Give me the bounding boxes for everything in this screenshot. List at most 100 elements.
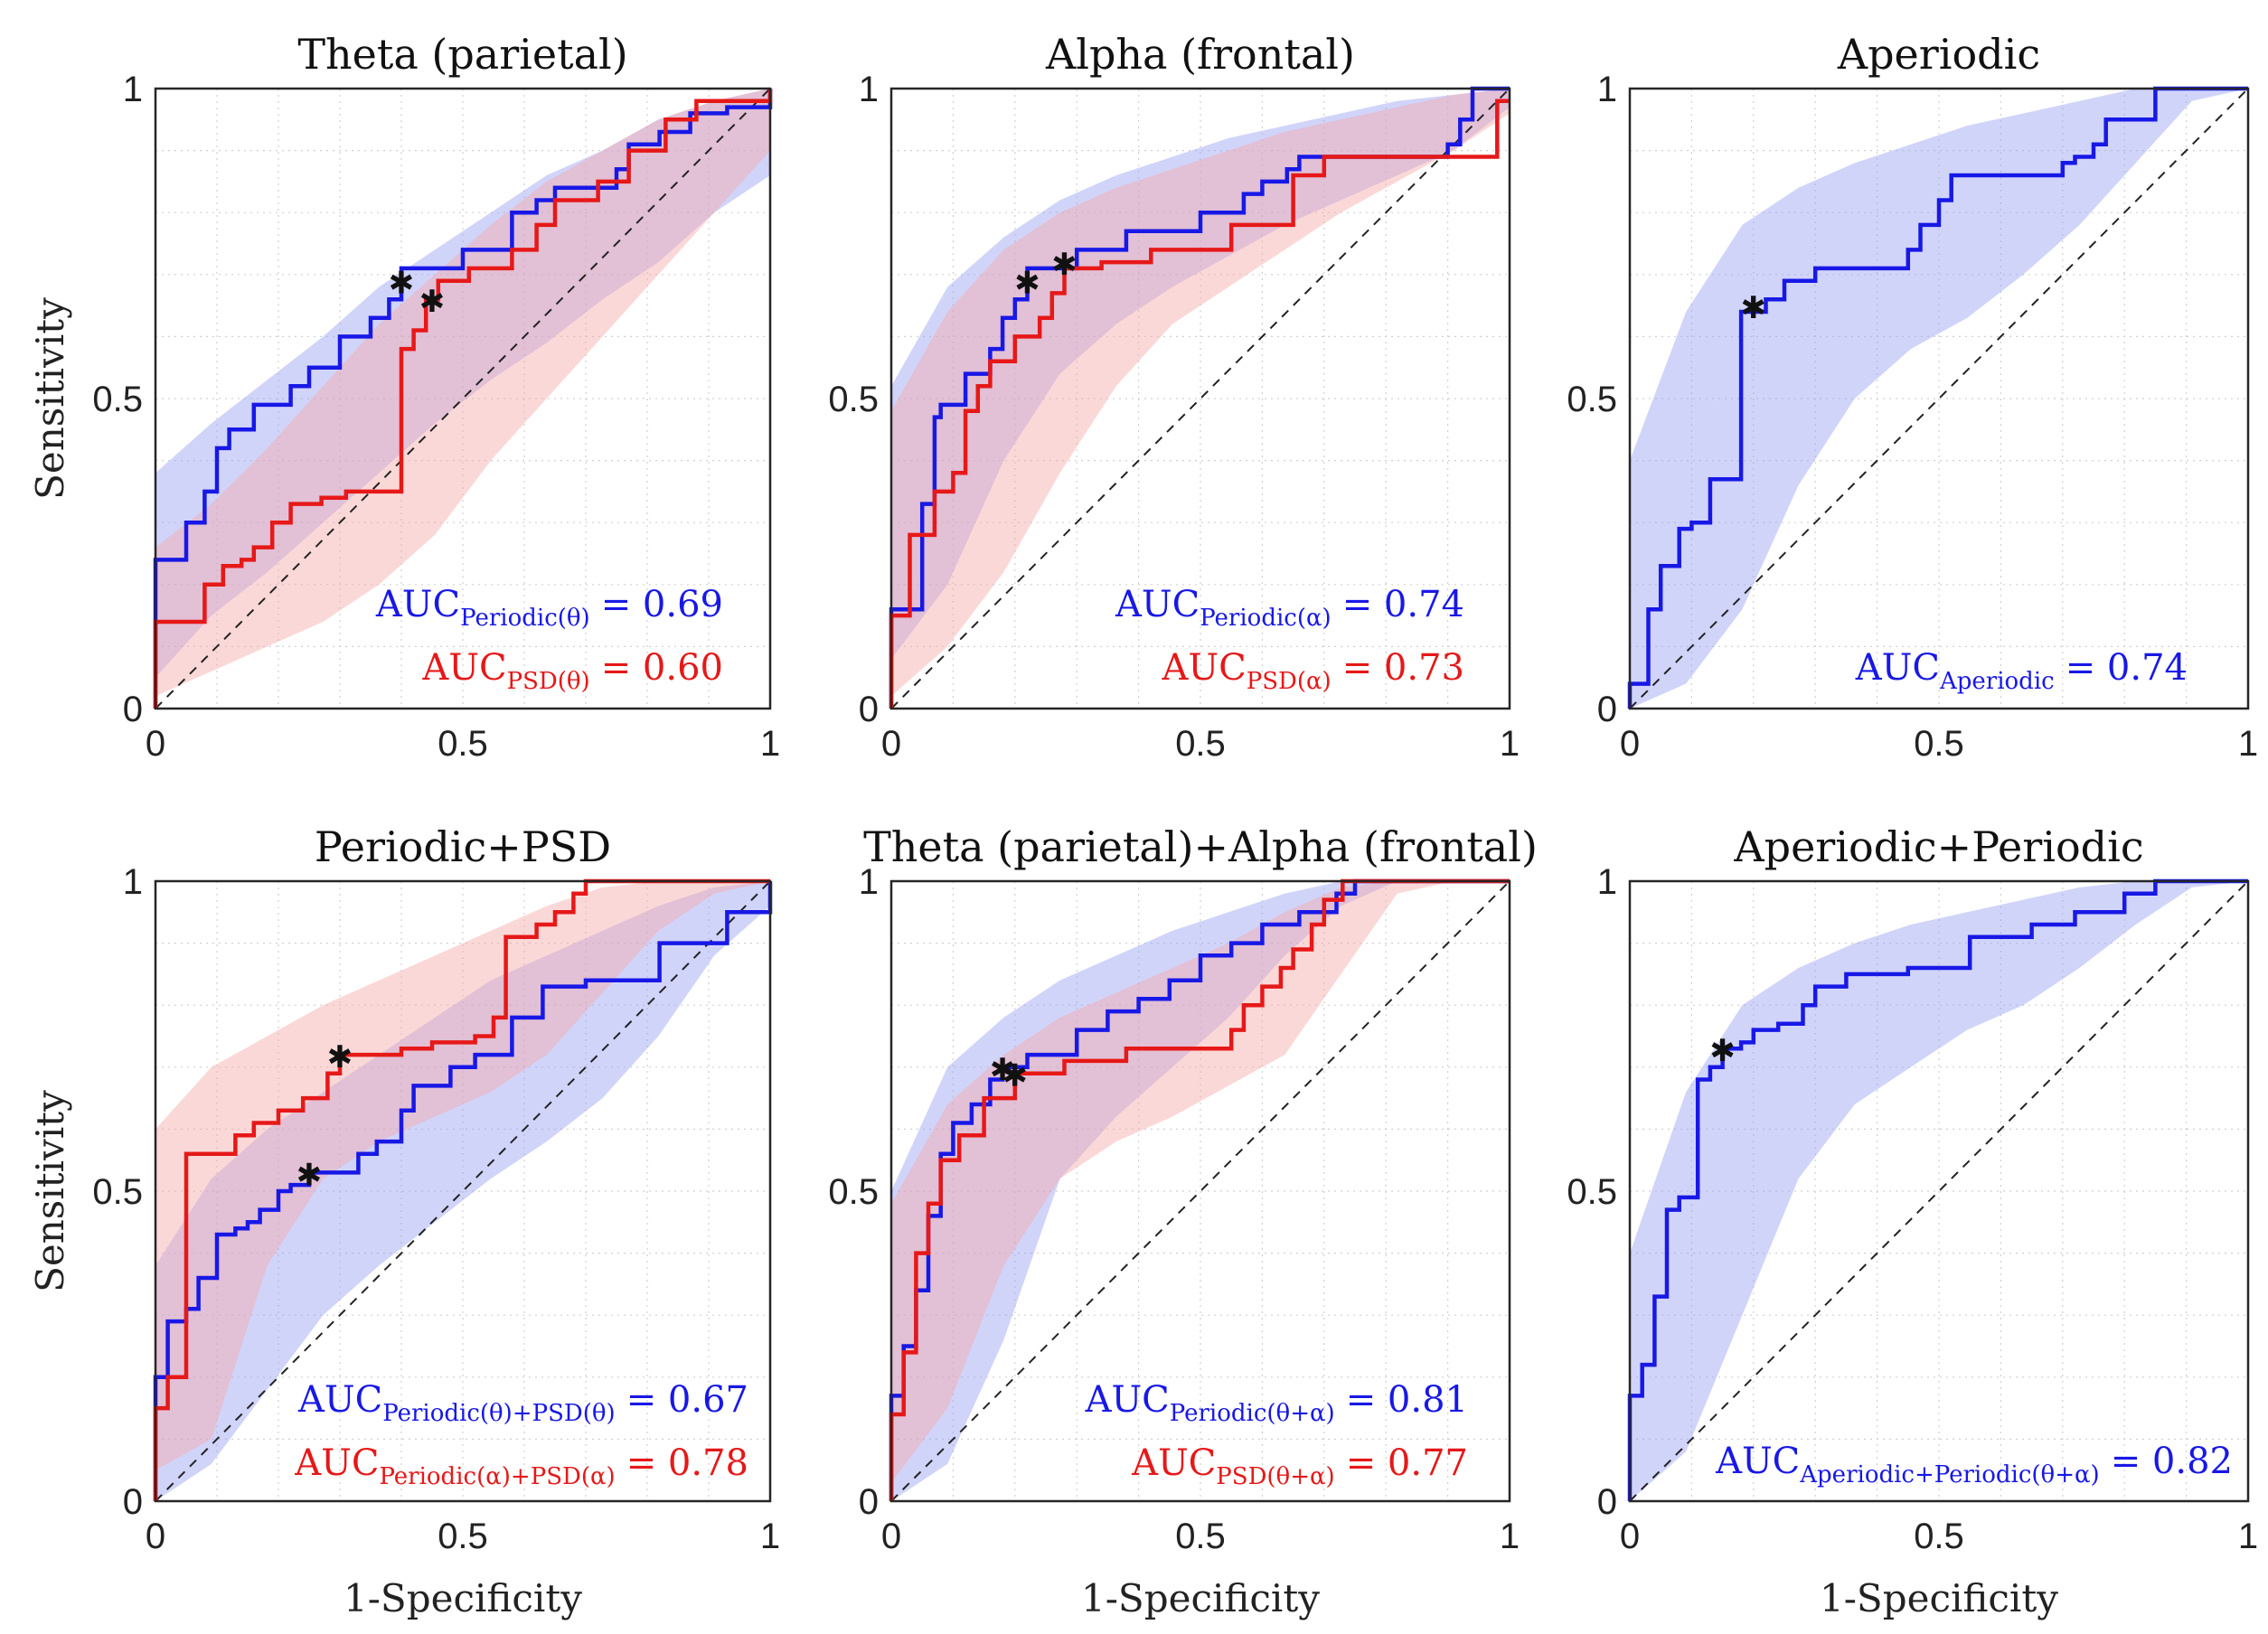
auc-value: = 0.60 (601, 647, 723, 689)
auc-base: AUC (421, 647, 506, 689)
roc-panel-1: Theta (parietal) ✱✱ 0 0.5 1 0 0.5 1 Sensitivity A… (28, 30, 780, 764)
auc-base: AUC (1115, 584, 1200, 625)
roc-curve-blue (1627, 878, 2248, 1501)
x-tick-label: 1 (1500, 724, 1520, 764)
auc-value: = 0.82 (2111, 1441, 2233, 1482)
roc-panel-2: Alpha (frontal)✱✱0 0.5 100.51AUCPeriodic(α… (828, 30, 1520, 764)
auc-value: = 0.73 (1342, 647, 1464, 689)
y-tick-label: 0.5 (828, 380, 879, 419)
roc-curve-red (153, 89, 773, 709)
panel-title: Aperiodic (1837, 30, 2040, 79)
panel-title: Theta (parietal) (297, 30, 627, 79)
x-tick-label: 0.5 (1175, 724, 1226, 764)
roc-panel-6: Aperiodic+Periodic ✱ 0 0.5 1 0 0.5 1 1-Specifici… (1567, 822, 2258, 1620)
auc-subscript: Periodic(θ)+PSD(θ) (382, 1400, 615, 1427)
optimal-point-marker: ✱ (1014, 266, 1040, 302)
confidence-band-red (155, 881, 770, 1470)
auc-label-red: AUCPSD(θ+α) = 0.77 (1131, 1442, 1468, 1490)
roc-curve-blue (1627, 86, 2248, 709)
optimal-point-marker: ✱ (1002, 1058, 1029, 1094)
confidence-band-blue (1630, 89, 2248, 709)
x-tick-label: 1 (2238, 1517, 2258, 1556)
x-tick-label: 1 (1500, 1517, 1520, 1556)
auc-subscript: PSD(θ+α) (1216, 1463, 1334, 1490)
y-tick-label: 0 (1597, 690, 1617, 729)
panel-title: Aperiodic+Periodic (1733, 822, 2143, 871)
y-tick-label: 0.5 (1567, 1172, 1617, 1212)
auc-value: = 0.77 (1346, 1442, 1468, 1484)
y-tick-label: 1 (123, 862, 143, 902)
optimal-point-marker: ✱ (327, 1039, 353, 1075)
x-tick-label: 0.5 (1914, 1517, 1964, 1556)
auc-label-blue: AUCPeriodic(θ)+PSD(θ) = 0.67 (297, 1379, 748, 1427)
x-tick-label: 1 (760, 1517, 780, 1556)
confidence-band-red (891, 881, 1510, 1483)
y-tick-label: 0.5 (828, 1172, 879, 1212)
auc-base: AUC (1085, 1379, 1170, 1421)
x-tick-label: 0 (881, 724, 901, 764)
x-tick-label: 0.5 (438, 724, 488, 764)
auc-subscript: Periodic(α) (1200, 605, 1331, 632)
auc-label-red: AUCPeriodic(α)+PSD(α) = 0.78 (294, 1442, 748, 1490)
x-tick-label: 1 (2238, 724, 2258, 764)
confidence-band-red (155, 89, 770, 697)
auc-subscript: Aperiodic (1939, 668, 2055, 695)
auc-label-blue: AUCPeriodic(θ) = 0.69 (375, 584, 723, 632)
auc-base: AUC (294, 1442, 379, 1484)
auc-subscript: Periodic(α)+PSD(α) (379, 1463, 615, 1490)
axes-frame (889, 87, 1511, 710)
panel-title: Alpha (frontal) (1045, 30, 1355, 79)
confidence-band-blue (891, 881, 1510, 1501)
y-tick-label: 0 (1597, 1482, 1617, 1522)
optimal-point-marker: ✱ (990, 1052, 1016, 1088)
x-tick-label: 0 (146, 724, 165, 764)
auc-base: AUC (1855, 647, 1940, 689)
auc-value: = 0.74 (1342, 584, 1464, 625)
roc-curve-red (889, 878, 1510, 1501)
y-tick-label: 0 (123, 690, 143, 729)
y-tick-label: 0.5 (92, 380, 143, 419)
confidence-band-blue (891, 89, 1510, 660)
auc-label-red: AUCPSD(θ) = 0.60 (421, 647, 723, 695)
auc-value: = 0.81 (1346, 1379, 1468, 1421)
y-axis-label: Sensitivity (28, 1090, 72, 1292)
y-tick-label: 1 (1597, 862, 1617, 902)
auc-base: AUC (1162, 647, 1247, 689)
auc-value: = 0.67 (626, 1379, 748, 1421)
auc-value: = 0.69 (601, 584, 723, 625)
auc-label-blue: AUCAperiodic+Periodic(θ+α) = 0.82 (1715, 1441, 2233, 1488)
y-axis-label: Sensitivity (28, 297, 72, 500)
confidence-band-blue (155, 89, 770, 678)
auc-value: = 0.74 (2066, 647, 2188, 689)
auc-subscript: PSD(α) (1247, 668, 1332, 695)
auc-label-red: AUCPSD(α) = 0.73 (1162, 647, 1465, 695)
roc-panel-5: Theta (parietal)+Alpha (frontal) ✱✱ 0 0.5 1 0… (828, 822, 1538, 1620)
auc-base: AUC (1715, 1441, 1800, 1482)
y-tick-label: 0 (859, 1482, 879, 1522)
auc-base: AUC (1131, 1442, 1216, 1484)
confidence-band-red (891, 89, 1510, 697)
auc-base: AUC (375, 584, 460, 625)
auc-subscript: PSD(θ) (507, 668, 590, 695)
auc-label-blue: AUCPeriodic(θ+α) = 0.81 (1085, 1379, 1468, 1427)
axes-frame (154, 87, 772, 710)
axes-frame (889, 879, 1511, 1503)
y-tick-label: 0 (859, 690, 879, 729)
auc-subscript: Periodic(θ+α) (1170, 1400, 1335, 1427)
axes-frame (1628, 87, 2250, 710)
optimal-point-marker: ✱ (1051, 247, 1078, 283)
x-tick-label: 0 (1620, 724, 1640, 764)
roc-curve-red (153, 878, 770, 1501)
y-tick-label: 1 (859, 862, 879, 902)
axes-frame (1628, 879, 2250, 1503)
y-tick-label: 1 (123, 70, 143, 109)
confidence-band-blue (1630, 881, 2248, 1501)
optimal-point-marker: ✱ (389, 266, 415, 302)
x-axis-label: 1-Specificity (1820, 1576, 2058, 1620)
x-axis-label: 1-Specificity (343, 1576, 582, 1620)
auc-subscript: Aperiodic+Periodic(θ+α) (1799, 1461, 2099, 1488)
axes-frame (154, 879, 772, 1503)
roc-panel-4: Periodic+PSD ✱ ✱ 0 0.5 1 0 0.5 1 Sensitivity 1-Spe… (28, 822, 780, 1620)
x-tick-label: 0.5 (1914, 724, 1964, 764)
y-tick-label: 1 (1597, 70, 1617, 109)
